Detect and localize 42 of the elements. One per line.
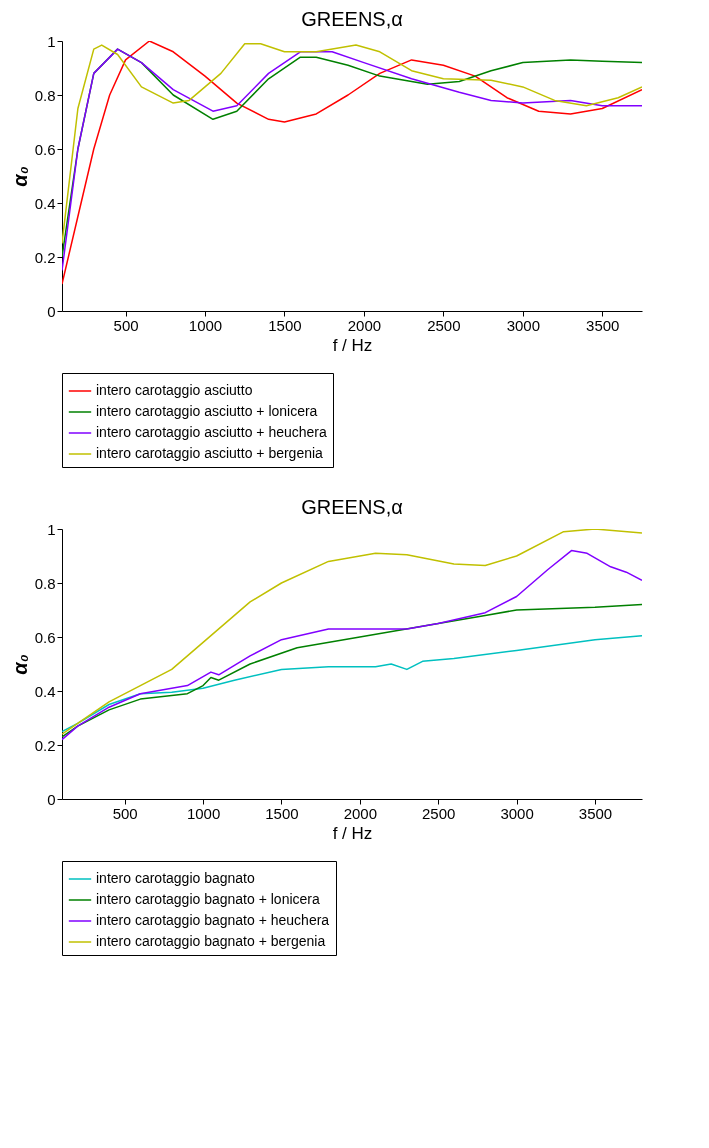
y-tick-label: 0.6 (34, 628, 56, 646)
x-tick-label: 1500 (265, 804, 299, 822)
chart-title: GREENS,α (301, 496, 403, 518)
x-tick-label: 3500 (586, 316, 620, 334)
y-tick-label: 0.2 (34, 248, 56, 266)
x-tick-label: 500 (112, 804, 138, 822)
y-tick-label: 0.8 (34, 574, 56, 592)
x-axis-title: f / Hz (332, 823, 373, 843)
x-tick-label: 3500 (578, 804, 613, 822)
legend-label: intero carotaggio bagnato + bergenia (96, 933, 326, 949)
chart-title: GREENS,α (301, 8, 403, 30)
legend-label: intero carotaggio asciutto + heuchera (96, 424, 327, 440)
x-tick-label: 2500 (422, 804, 456, 822)
y-tick-label: 0.4 (34, 194, 56, 212)
legend-label: intero carotaggio bagnato + lonicera (96, 891, 320, 907)
x-tick-label: 2000 (343, 804, 378, 822)
y-tick-label: 0.8 (34, 86, 56, 104)
x-tick-label: 3000 (506, 316, 541, 334)
x-axis-title: f / Hz (332, 335, 373, 355)
y-tick-label: 0.6 (34, 140, 56, 158)
legend-label: intero carotaggio asciutto (96, 382, 253, 398)
x-tick-label: 1000 (186, 804, 221, 822)
x-tick-label: 1500 (268, 316, 302, 334)
y-tick-label: 0 (47, 790, 56, 808)
x-tick-label: 3000 (500, 804, 534, 822)
legend-label: intero carotaggio asciutto + lonicera (96, 403, 318, 419)
y-tick-label: 0.4 (34, 682, 56, 700)
legend-label: intero carotaggio bagnato (96, 870, 255, 886)
legend-label: intero carotaggio asciutto + bergenia (96, 445, 324, 461)
y-axis-title: α₀ (8, 166, 31, 187)
y-tick-label: 1 (47, 32, 56, 50)
x-tick-label: 2000 (347, 316, 382, 334)
x-tick-label: 1000 (188, 316, 223, 334)
y-axis-title: α₀ (8, 654, 31, 675)
y-tick-label: 0.2 (34, 736, 56, 754)
line-series (62, 634, 642, 733)
x-tick-label: 500 (113, 316, 139, 334)
line-series (62, 603, 642, 738)
legend-label: intero carotaggio bagnato + heuchera (96, 912, 330, 928)
y-tick-label: 1 (47, 520, 56, 538)
y-tick-label: 0 (47, 302, 56, 320)
x-tick-label: 2500 (427, 316, 461, 334)
